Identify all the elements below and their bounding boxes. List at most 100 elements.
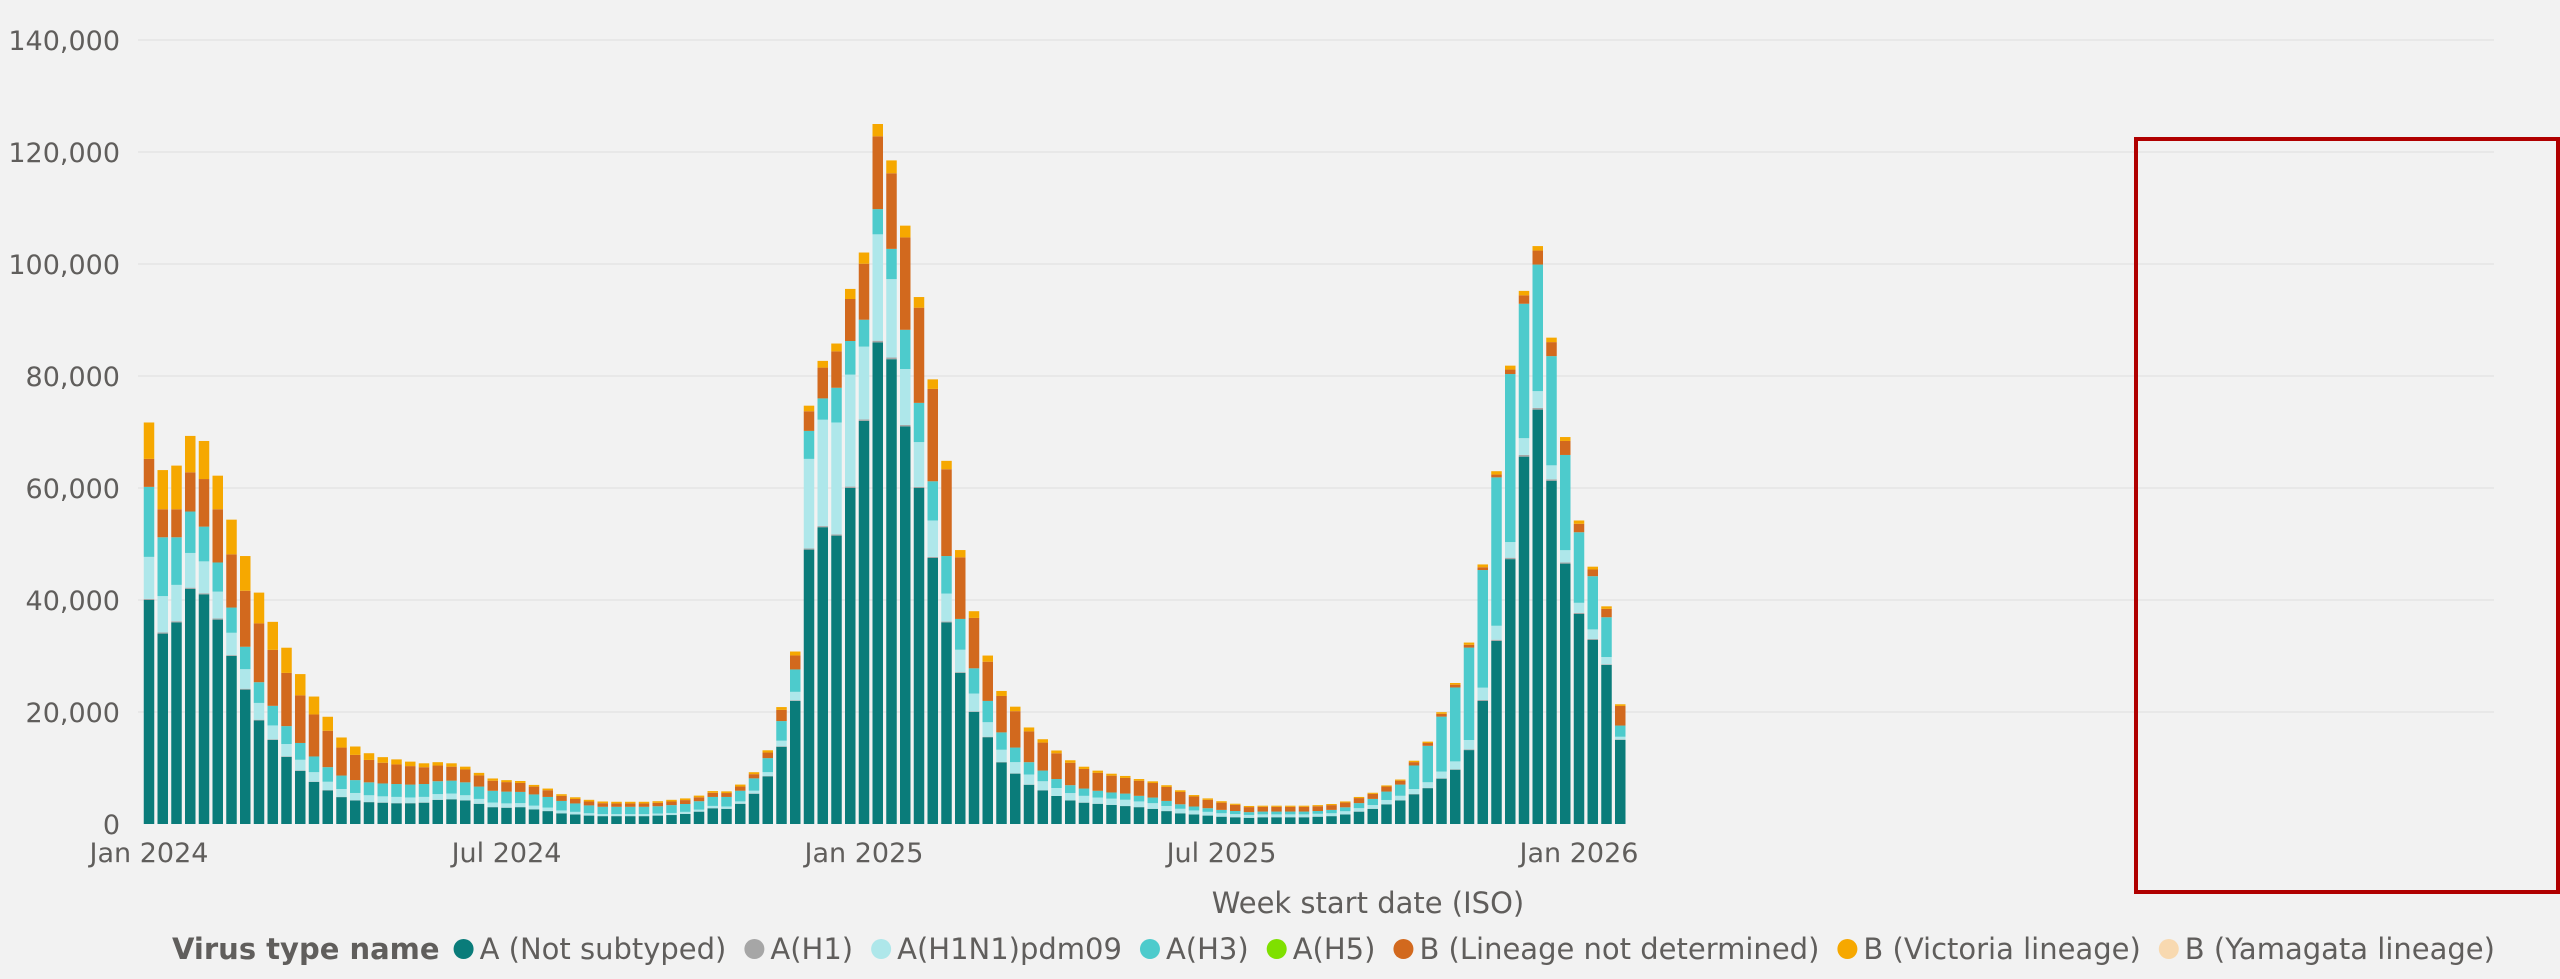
bar-segment — [1078, 768, 1090, 789]
bar-segment — [1340, 801, 1351, 803]
bar-segment — [1202, 811, 1213, 816]
bar-segment — [872, 124, 883, 137]
bar-segment — [1092, 790, 1103, 798]
bar-segment — [405, 761, 416, 767]
highlight-box — [2134, 137, 2560, 894]
bar-segment — [143, 486, 155, 557]
bar-segment — [872, 234, 883, 341]
bar-segment — [1518, 303, 1530, 439]
bar-segment — [858, 420, 870, 824]
bar-segment — [185, 435, 196, 473]
bar-segment — [1422, 788, 1433, 824]
bar-segment — [996, 762, 1007, 824]
bar-segment — [171, 621, 182, 623]
bar-segment — [1601, 608, 1612, 618]
bar-segment — [1298, 817, 1310, 824]
bar-segment — [638, 806, 650, 815]
bar-segment — [171, 584, 182, 622]
bar-segment — [625, 801, 636, 804]
bar-segment — [501, 780, 512, 783]
bar-segment — [1395, 780, 1406, 785]
bar-segment — [1147, 797, 1158, 804]
bar-segment — [1518, 454, 1530, 457]
bar-segment — [1243, 817, 1255, 824]
bar-segment — [212, 591, 223, 619]
bar-segment — [198, 594, 210, 824]
bar-segment — [1092, 797, 1103, 804]
bar-segment — [1120, 793, 1131, 800]
bar-segment — [473, 798, 485, 804]
bar-segment — [1010, 762, 1021, 774]
bar-segment — [1078, 766, 1090, 769]
bar-segment — [625, 816, 636, 824]
bar-segment — [1285, 805, 1296, 807]
bar-segment — [542, 811, 553, 824]
bar-segment — [515, 791, 526, 804]
bar-segment — [790, 700, 801, 701]
bar-segment — [900, 237, 911, 330]
bar-segment — [143, 422, 155, 459]
bar-segment — [666, 805, 677, 813]
bar-segment — [1491, 477, 1502, 626]
bar-segment — [1615, 725, 1626, 737]
bar-segment — [776, 746, 787, 824]
bar-segment — [1202, 799, 1213, 809]
bar-segment — [721, 796, 732, 807]
bar-segment — [528, 786, 540, 795]
bar-segment — [1216, 813, 1227, 817]
bar-segment — [583, 805, 595, 814]
bar-segment — [1326, 805, 1337, 810]
y-tick-label: 100,000 — [8, 250, 120, 281]
bar-segment — [185, 511, 196, 553]
bar-segment — [1161, 785, 1172, 787]
bar-segment — [583, 799, 595, 802]
bar-segment — [1615, 740, 1626, 824]
legend-entry-label: B (Yamagata lineage) — [2185, 932, 2495, 966]
bar-segment — [1216, 816, 1227, 824]
bar-segment — [886, 279, 897, 358]
bar-segment — [405, 797, 416, 804]
bar-segment — [858, 319, 870, 347]
bar-segment — [1051, 753, 1062, 780]
bar-segment — [597, 814, 608, 817]
bar-segment — [845, 486, 856, 488]
bar-segment — [405, 784, 416, 798]
bar-segment — [473, 803, 485, 824]
bar-segment — [460, 782, 471, 796]
bar-segment — [790, 700, 801, 824]
bar-segment — [1560, 437, 1571, 441]
legend-entry-label: A (Not subtyped) — [480, 932, 727, 966]
bar-segment — [748, 774, 760, 779]
bar-segment — [418, 802, 430, 824]
bar-segment — [1615, 704, 1626, 706]
bar-segment — [1573, 532, 1585, 603]
bar-segment — [1078, 788, 1090, 796]
bar-segment — [1271, 814, 1282, 818]
bar-segment — [1477, 564, 1488, 568]
bar-segment — [1395, 795, 1406, 801]
bar-segment — [1546, 337, 1557, 343]
bar-segment — [913, 442, 925, 487]
bar-segment — [185, 472, 196, 512]
bar-segment — [1023, 784, 1035, 824]
bar-segment — [638, 801, 650, 804]
bar-segment — [1367, 808, 1378, 824]
bar-segment — [570, 811, 581, 815]
x-axis-tick-labels: Jan 2024 Jul 2024 Jan 2025 Jul 2025 Jan 2026 — [88, 838, 1639, 869]
bar-segment — [1023, 731, 1035, 763]
bar-segment — [295, 759, 306, 771]
legend-marker — [744, 939, 765, 959]
bar-segment — [858, 252, 870, 264]
bar-segment — [968, 711, 980, 712]
bar-segment — [556, 794, 567, 796]
bar-segment — [473, 772, 485, 776]
bar-segment — [212, 475, 223, 510]
bar-segment — [1271, 806, 1282, 812]
bar-segment — [336, 747, 347, 776]
bar-segment — [198, 440, 210, 480]
bar-segment — [432, 799, 443, 824]
bar-segment — [900, 225, 911, 238]
bar-segment — [1340, 807, 1351, 812]
bar-segment — [1106, 775, 1117, 793]
bar-segment — [858, 263, 870, 320]
